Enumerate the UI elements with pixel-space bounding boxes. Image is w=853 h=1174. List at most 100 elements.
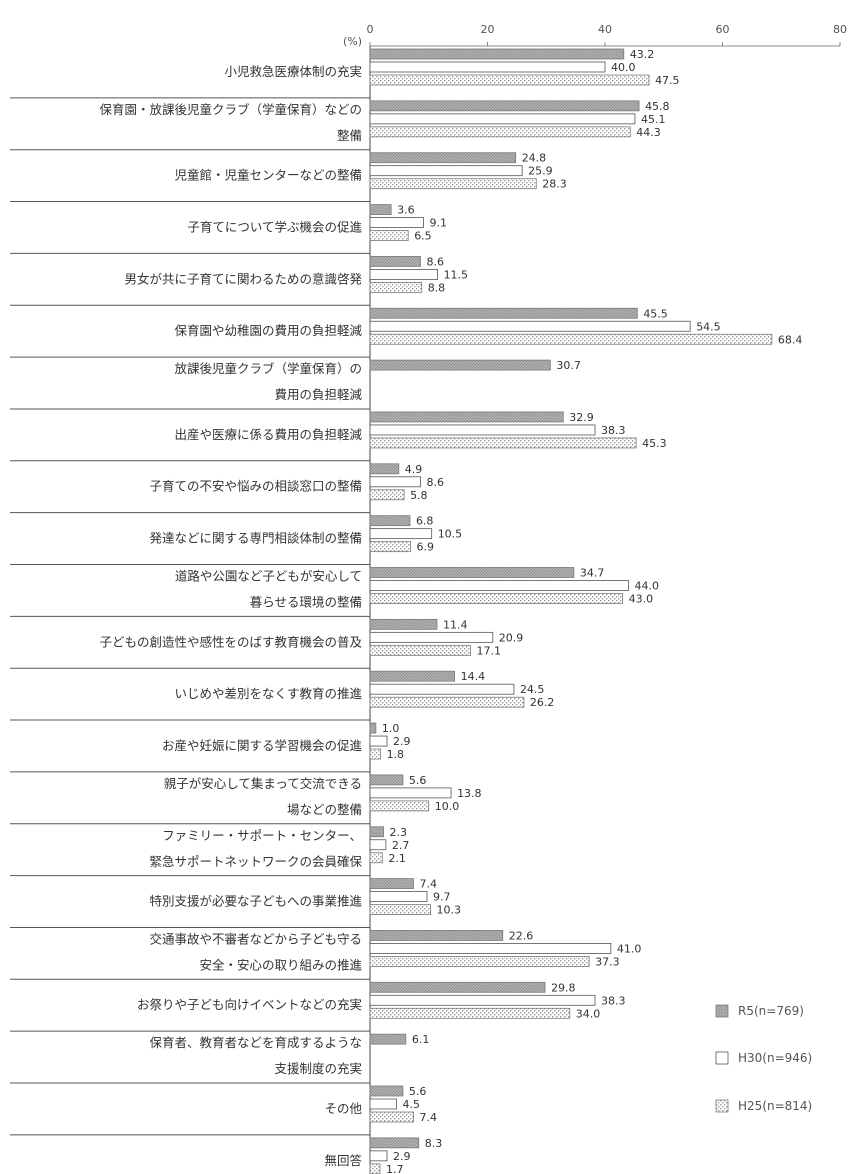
bars bbox=[369, 48, 773, 1174]
data-label: 54.5 bbox=[696, 320, 721, 333]
data-label: 3.6 bbox=[397, 204, 415, 217]
bar-h25 bbox=[369, 281, 423, 293]
category-label: 緊急サポートネットワークの会員確保 bbox=[149, 854, 362, 869]
data-label: 9.1 bbox=[429, 217, 447, 230]
data-label: 1.7 bbox=[386, 1163, 404, 1174]
bar-h30 bbox=[369, 683, 515, 695]
bar-h30 bbox=[369, 735, 388, 747]
data-label: 7.4 bbox=[419, 1111, 437, 1124]
bar-r5 bbox=[369, 515, 411, 527]
category-label: 小児救急医療体制の充実 bbox=[224, 64, 362, 79]
data-label: 10.3 bbox=[437, 904, 462, 917]
x-tick-label: 40 bbox=[598, 23, 612, 36]
data-label: 6.5 bbox=[414, 230, 432, 243]
bar-h25 bbox=[369, 1163, 381, 1174]
x-tick-label: 80 bbox=[833, 23, 847, 36]
category-label: 児童館・児童センターなどの整備 bbox=[174, 168, 362, 183]
data-label: 34.0 bbox=[576, 1007, 601, 1020]
bar-r5 bbox=[369, 1033, 407, 1045]
data-label: 2.9 bbox=[393, 735, 411, 748]
data-label: 11.4 bbox=[443, 618, 468, 631]
data-label: 5.8 bbox=[410, 489, 428, 502]
bar-h30 bbox=[369, 165, 523, 177]
category-label: 出産や医療に係る費用の負担軽減 bbox=[174, 427, 362, 442]
bar-h25 bbox=[369, 74, 650, 86]
bar-h30 bbox=[369, 994, 596, 1006]
bar-h30 bbox=[369, 320, 691, 332]
category-label: 支援制度の充実 bbox=[274, 1061, 362, 1076]
category-label: 子育てについて学ぶ機会の促進 bbox=[187, 219, 362, 234]
category-label: 発達などに関する専門相談体制の整備 bbox=[149, 531, 362, 546]
bar-r5 bbox=[369, 463, 400, 475]
bar-h30 bbox=[369, 528, 433, 540]
bar-h25 bbox=[369, 178, 537, 190]
bar-h25 bbox=[369, 333, 773, 345]
data-label: 32.9 bbox=[569, 411, 594, 424]
data-label: 5.6 bbox=[409, 774, 427, 787]
legend-label: H25(n=814) bbox=[738, 1099, 812, 1113]
data-label: 43.0 bbox=[629, 593, 654, 606]
bar-h30 bbox=[369, 839, 387, 851]
bar-h25 bbox=[369, 696, 525, 708]
bar-r5 bbox=[369, 1137, 420, 1149]
bar-h25 bbox=[369, 230, 409, 241]
legend-swatch bbox=[715, 1051, 729, 1065]
data-label: 8.3 bbox=[425, 1137, 443, 1150]
data-label: 2.3 bbox=[390, 826, 408, 839]
category-label: 暮らせる環境の整備 bbox=[250, 595, 362, 610]
category-label: 保育者、教育者などを育成するような bbox=[149, 1035, 362, 1050]
data-label: 26.2 bbox=[530, 696, 555, 709]
data-label: 47.5 bbox=[655, 74, 680, 87]
data-label: 13.8 bbox=[457, 787, 482, 800]
legend-swatch bbox=[715, 1099, 729, 1113]
bar-r5 bbox=[369, 359, 551, 371]
bar-h25 bbox=[369, 852, 383, 864]
data-label: 43.2 bbox=[630, 48, 655, 61]
x-tick-label: 20 bbox=[481, 23, 495, 36]
bar-r5 bbox=[369, 981, 546, 993]
data-label: 68.4 bbox=[778, 333, 803, 346]
bar-h25 bbox=[369, 748, 381, 760]
bar-r5 bbox=[369, 307, 638, 319]
category-label: 安全・安心の取り組みの推進 bbox=[199, 957, 362, 972]
category-labels: 小児救急医療体制の充実保育園・放課後児童クラブ（学童保育）などの整備児童館・児童… bbox=[10, 64, 370, 1168]
bar-r5 bbox=[369, 152, 517, 164]
data-label: 1.0 bbox=[382, 722, 400, 735]
data-label: 44.0 bbox=[635, 580, 660, 593]
x-tick-label: 0 bbox=[367, 23, 374, 36]
data-label: 45.5 bbox=[643, 307, 668, 320]
bar-h25 bbox=[369, 800, 430, 812]
data-label: 28.3 bbox=[542, 178, 567, 191]
data-label: 14.4 bbox=[461, 670, 486, 683]
category-label: 放課後児童クラブ（学童保育）の bbox=[174, 361, 362, 376]
bar-h25 bbox=[369, 437, 637, 449]
category-label: 費用の負担軽減 bbox=[274, 387, 362, 402]
bar-r5 bbox=[369, 411, 564, 423]
category-label: 交通事故や不審者などから子ども守る bbox=[149, 931, 362, 946]
bar-r5 bbox=[369, 48, 625, 60]
data-label: 4.5 bbox=[402, 1098, 420, 1111]
category-label: 男女が共に子育てに関わるための意識啓発 bbox=[124, 271, 362, 286]
data-label: 5.6 bbox=[409, 1085, 427, 1098]
bar-h30 bbox=[369, 787, 452, 799]
data-label: 8.8 bbox=[428, 281, 446, 294]
category-label: 子どもの創造性や感性をのばす教育機会の普及 bbox=[99, 634, 362, 649]
category-label: 整備 bbox=[337, 128, 362, 143]
category-label: その他 bbox=[324, 1101, 362, 1116]
bar-h25 bbox=[369, 904, 431, 915]
category-label: 親子が安心して集まって交流できる bbox=[164, 776, 362, 791]
bar-h30 bbox=[369, 61, 606, 73]
bar-h30 bbox=[369, 631, 494, 643]
bar-h30 bbox=[369, 476, 421, 488]
data-label: 8.6 bbox=[427, 476, 445, 489]
legend: R5(n=769) H30(n=946) H25(n=814) bbox=[715, 1004, 812, 1113]
data-label: 8.6 bbox=[427, 255, 445, 268]
data-label: 6.9 bbox=[417, 541, 435, 554]
bar-r5 bbox=[369, 826, 384, 838]
data-label: 24.5 bbox=[520, 683, 545, 696]
data-label: 10.5 bbox=[438, 528, 463, 541]
bar-r5 bbox=[369, 878, 414, 889]
bar-h25 bbox=[369, 1007, 571, 1019]
data-label: 4.9 bbox=[405, 463, 423, 476]
